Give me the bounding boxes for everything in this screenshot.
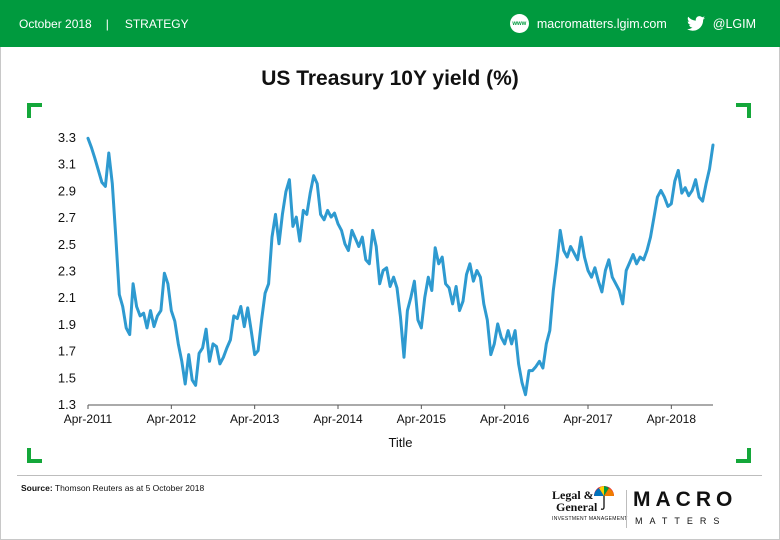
x-axis-title: Title <box>388 435 412 450</box>
footer-divider <box>17 475 762 476</box>
twitter-icon <box>686 16 705 31</box>
header-right: www macromatters.lgim.com @LGIM <box>509 0 756 47</box>
x-tick-label: Apr-2015 <box>397 412 447 426</box>
x-tick-label: Apr-2011 <box>64 412 113 426</box>
lg-logo-line1: Legal & <box>552 488 594 502</box>
x-axis: Apr-2011 Apr-2012 Apr-2013 Apr-2014 Apr-2015… <box>64 405 697 426</box>
corner-bracket-bottom-right <box>736 448 751 463</box>
y-tick-label: 1.7 <box>58 344 76 359</box>
y-tick-label: 2.7 <box>58 210 76 225</box>
corner-bracket-top-right <box>736 103 751 118</box>
matters-wordmark: MATTERS <box>635 516 727 526</box>
header-section: STRATEGY <box>124 16 189 31</box>
x-tick-label: Apr-2017 <box>563 412 613 426</box>
lg-logo-line3: INVESTMENT MANAGEMENT <box>552 516 628 522</box>
legal-and-general-logo: Legal & General INVESTMENT MANAGEMENT <box>552 486 627 530</box>
x-tick-label: Apr-2014 <box>313 412 363 426</box>
source-label: Source: <box>21 483 53 493</box>
www-icon: www <box>509 14 529 33</box>
macro-matters-logo: MACRO MATTERS <box>633 488 745 532</box>
x-tick-label: Apr-2018 <box>647 412 697 426</box>
y-tick-label: 2.1 <box>58 290 76 305</box>
y-tick-label: 2.5 <box>58 237 76 252</box>
x-tick-label: Apr-2016 <box>480 412 530 426</box>
chart-title: US Treasury 10Y yield (%) <box>261 67 519 90</box>
series-line-us-10y-yield <box>86 136 715 397</box>
logo-divider <box>626 490 627 528</box>
header-date: October 2018 <box>19 16 92 31</box>
source-note: Source: Thomson Reuters as at 5 October … <box>21 483 204 493</box>
y-tick-label: 1.3 <box>58 397 76 412</box>
source-text: Thomson Reuters as at 5 October 2018 <box>54 483 205 493</box>
y-tick-label: 2.9 <box>58 183 76 198</box>
header-bar: October 2018 | STRATEGY www macromatters… <box>0 0 780 47</box>
y-tick-label: 1.5 <box>58 370 76 385</box>
header-left: October 2018 | STRATEGY <box>19 0 189 47</box>
corner-bracket-top-left <box>27 103 42 118</box>
corner-bracket-bottom-left <box>27 448 42 463</box>
y-tick-label: 3.1 <box>58 157 76 172</box>
macro-wordmark: MACRO <box>633 488 738 511</box>
twitter-handle[interactable]: @LGIM <box>712 16 756 31</box>
lg-logo-line2: General <box>556 500 598 514</box>
website-link[interactable]: macromatters.lgim.com <box>536 16 667 31</box>
x-tick-label: Apr-2013 <box>230 412 280 426</box>
x-tick-label: Apr-2012 <box>147 412 197 426</box>
header-separator: | <box>105 16 109 31</box>
y-tick-label: 1.9 <box>58 317 76 332</box>
y-tick-label: 3.3 <box>58 130 76 145</box>
y-tick-label: 2.3 <box>58 264 76 279</box>
umbrella-icon <box>594 486 614 510</box>
y-axis: 3.3 3.1 2.9 2.7 2.5 2.3 2.1 1.9 1.7 1.5 1.3 <box>58 130 76 412</box>
